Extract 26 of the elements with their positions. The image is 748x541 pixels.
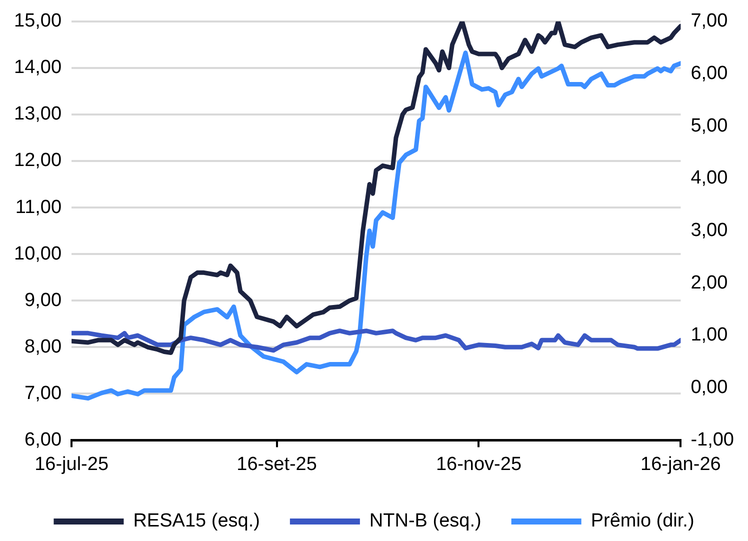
y-tick-label: 15,00 <box>14 10 62 32</box>
y-tick-label: 11,00 <box>15 196 62 218</box>
x-tick-label: 16-jan-26 <box>640 454 721 475</box>
y-tick-label: 12,00 <box>14 150 62 172</box>
y2-tick-label: 5,00 <box>690 115 728 136</box>
y-tick-label: 14,00 <box>14 57 62 78</box>
legend-label: RESA15 (esq.) <box>133 510 260 532</box>
y2-tick-label: 3,00 <box>690 220 728 242</box>
y2-tick-label: 7,00 <box>690 10 728 32</box>
y2-tick-label: 2,00 <box>690 272 728 294</box>
y-tick-label: 7,00 <box>24 382 62 404</box>
x-tick-label: 16-nov-25 <box>436 454 522 475</box>
legend-label: Prêmio (dir.) <box>590 510 694 532</box>
y2-tick-label: 0,00 <box>690 377 728 398</box>
legend-label: NTN-B (esq.) <box>369 510 482 532</box>
y-tick-label: 13,00 <box>14 104 62 125</box>
x-tick-label: 16-jul-25 <box>34 454 109 475</box>
y2-tick-label: 4,00 <box>690 168 728 189</box>
y2-tick-label: 1,00 <box>690 324 728 346</box>
y2-tick-label: 6,00 <box>690 62 728 84</box>
y-tick-label: 6,00 <box>24 429 62 450</box>
x-tick-label: 16-set-25 <box>236 454 317 475</box>
y2-tick-label: -1,00 <box>690 429 734 450</box>
y-tick-label: 9,00 <box>24 290 62 311</box>
y-tick-label: 8,00 <box>24 336 62 358</box>
y-tick-label: 10,00 <box>14 243 62 264</box>
